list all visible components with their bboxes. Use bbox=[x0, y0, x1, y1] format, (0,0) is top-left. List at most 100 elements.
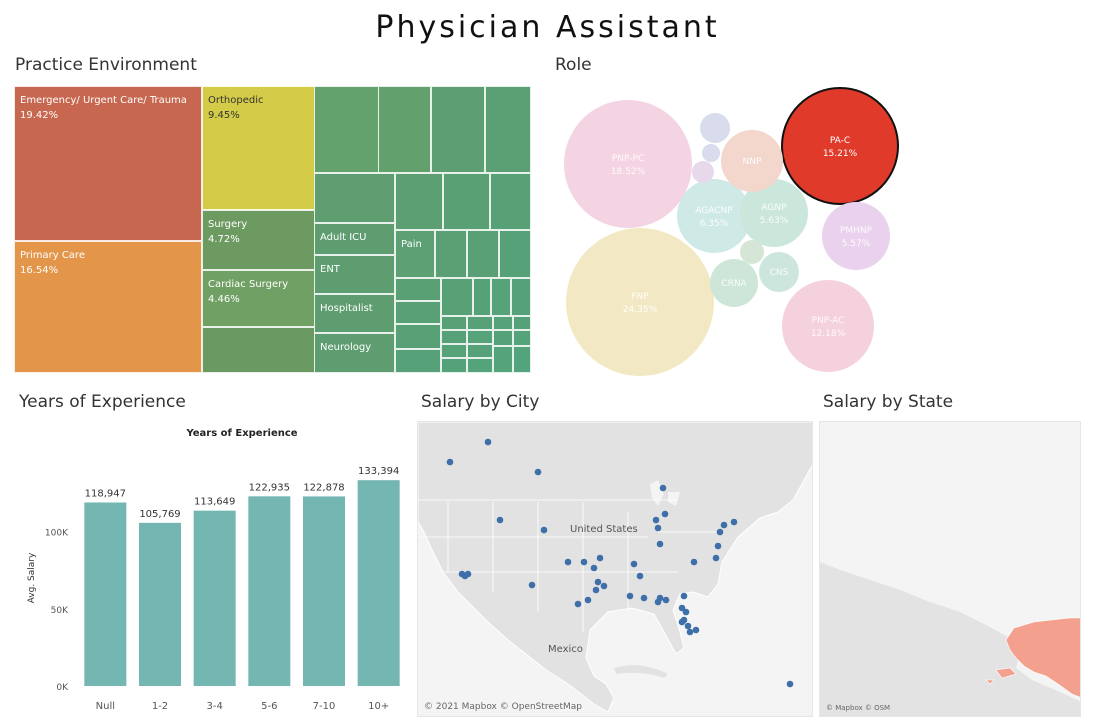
city-marker[interactable] bbox=[654, 598, 662, 606]
treemap-cell[interactable] bbox=[443, 173, 490, 230]
treemap-cell[interactable]: Adult ICU bbox=[314, 223, 395, 255]
city-marker[interactable] bbox=[596, 554, 604, 562]
treemap-cell[interactable] bbox=[441, 344, 467, 358]
treemap-cell[interactable] bbox=[441, 330, 467, 344]
treemap-cell[interactable] bbox=[202, 327, 315, 373]
city-marker[interactable] bbox=[636, 572, 644, 580]
city-marker[interactable] bbox=[640, 594, 648, 602]
treemap-cell[interactable] bbox=[467, 230, 499, 278]
role-bubble[interactable] bbox=[740, 179, 808, 247]
city-marker[interactable] bbox=[580, 558, 588, 566]
city-marker[interactable] bbox=[528, 581, 536, 589]
treemap-cell[interactable] bbox=[395, 324, 441, 349]
treemap-cell[interactable] bbox=[490, 173, 531, 230]
city-marker[interactable] bbox=[630, 560, 638, 568]
city-marker[interactable] bbox=[714, 542, 722, 550]
city-marker[interactable] bbox=[464, 570, 472, 578]
treemap-cell[interactable]: Hospitalist bbox=[314, 294, 395, 333]
bar[interactable] bbox=[303, 496, 345, 686]
city-marker[interactable] bbox=[600, 582, 608, 590]
role-bubble[interactable] bbox=[700, 113, 730, 143]
treemap-cell[interactable]: Surgery 4.72% bbox=[202, 210, 315, 270]
treemap-cell[interactable] bbox=[513, 316, 531, 330]
role-bubble[interactable] bbox=[710, 259, 758, 307]
treemap-cell[interactable]: Cardiac Surgery 4.46% bbox=[202, 270, 315, 327]
role-bubble[interactable] bbox=[677, 179, 751, 253]
city-marker[interactable] bbox=[686, 628, 694, 636]
role-bubble[interactable] bbox=[759, 252, 799, 292]
city-marker[interactable] bbox=[496, 516, 504, 524]
bar[interactable] bbox=[84, 502, 127, 686]
treemap-cell[interactable] bbox=[441, 316, 467, 330]
treemap-cell[interactable] bbox=[467, 316, 493, 330]
treemap-cell[interactable] bbox=[491, 278, 511, 316]
treemap-cell[interactable]: Primary Care 16.54% bbox=[14, 241, 202, 373]
city-marker[interactable] bbox=[659, 484, 667, 492]
city-marker[interactable] bbox=[680, 592, 688, 600]
city-marker[interactable] bbox=[661, 510, 669, 518]
role-bubble[interactable] bbox=[721, 130, 783, 192]
city-marker[interactable] bbox=[564, 558, 572, 566]
city-marker[interactable] bbox=[720, 521, 728, 529]
city-marker[interactable] bbox=[730, 518, 738, 526]
city-marker[interactable] bbox=[692, 626, 700, 634]
treemap-cell[interactable] bbox=[431, 86, 485, 173]
city-marker[interactable] bbox=[682, 608, 690, 616]
treemap-cell[interactable] bbox=[511, 278, 531, 316]
city-marker[interactable] bbox=[540, 526, 548, 534]
city-marker[interactable] bbox=[626, 592, 634, 600]
treemap-cell[interactable] bbox=[467, 330, 493, 344]
treemap-cell[interactable] bbox=[395, 301, 441, 324]
role-bubble[interactable] bbox=[564, 100, 692, 228]
city-marker[interactable] bbox=[716, 528, 724, 536]
city-marker[interactable] bbox=[654, 524, 662, 532]
bar[interactable] bbox=[139, 522, 181, 686]
bar[interactable] bbox=[248, 496, 291, 686]
role-bubble[interactable] bbox=[782, 280, 874, 372]
city-marker[interactable] bbox=[484, 438, 492, 446]
treemap-cell[interactable] bbox=[485, 86, 531, 173]
role-bubble[interactable] bbox=[740, 240, 764, 264]
city-marker[interactable] bbox=[656, 540, 664, 548]
city-marker[interactable] bbox=[652, 516, 660, 524]
city-marker[interactable] bbox=[584, 596, 592, 604]
role-bubble[interactable] bbox=[781, 87, 899, 205]
treemap-cell[interactable] bbox=[513, 330, 531, 346]
treemap-cell[interactable]: Orthopedic 9.45% bbox=[202, 86, 315, 210]
salary-by-city-map[interactable]: United States Mexico © 2021 Mapbox © Ope… bbox=[417, 421, 813, 717]
treemap-cell[interactable] bbox=[493, 330, 513, 346]
treemap-cell[interactable] bbox=[395, 173, 443, 230]
city-marker[interactable] bbox=[678, 618, 686, 626]
city-marker[interactable] bbox=[446, 458, 454, 466]
treemap-cell[interactable]: Pain bbox=[395, 230, 435, 278]
city-marker[interactable] bbox=[590, 564, 598, 572]
city-marker[interactable] bbox=[534, 468, 542, 476]
treemap-cell[interactable]: Neurology bbox=[314, 333, 395, 373]
treemap-cell[interactable] bbox=[395, 349, 441, 373]
treemap-cell[interactable] bbox=[467, 358, 493, 373]
bar[interactable] bbox=[193, 510, 236, 686]
treemap-cell[interactable] bbox=[493, 346, 513, 373]
treemap-cell[interactable] bbox=[435, 230, 467, 278]
treemap-cell[interactable] bbox=[441, 278, 473, 316]
treemap-cell[interactable] bbox=[493, 316, 513, 330]
treemap-cell[interactable] bbox=[467, 344, 493, 358]
city-marker[interactable] bbox=[594, 578, 602, 586]
role-bubble[interactable] bbox=[566, 228, 714, 376]
role-bubble[interactable] bbox=[692, 161, 714, 183]
role-bubble[interactable] bbox=[822, 202, 890, 270]
bar[interactable] bbox=[357, 480, 400, 686]
city-marker[interactable] bbox=[678, 604, 686, 612]
treemap-cell[interactable] bbox=[499, 230, 531, 278]
treemap-cell[interactable] bbox=[395, 278, 441, 301]
city-marker[interactable] bbox=[574, 600, 582, 608]
city-marker[interactable] bbox=[592, 586, 600, 594]
city-marker[interactable] bbox=[690, 558, 698, 566]
treemap-cell[interactable]: Emergency/ Urgent Care/ Trauma 19.42% bbox=[14, 86, 202, 241]
treemap-cell[interactable] bbox=[314, 173, 395, 223]
treemap-cell[interactable] bbox=[513, 346, 531, 373]
treemap-cell[interactable]: ENT bbox=[314, 255, 395, 294]
city-marker[interactable] bbox=[684, 622, 692, 630]
city-marker[interactable] bbox=[662, 596, 670, 604]
role-bubble[interactable] bbox=[702, 144, 720, 162]
